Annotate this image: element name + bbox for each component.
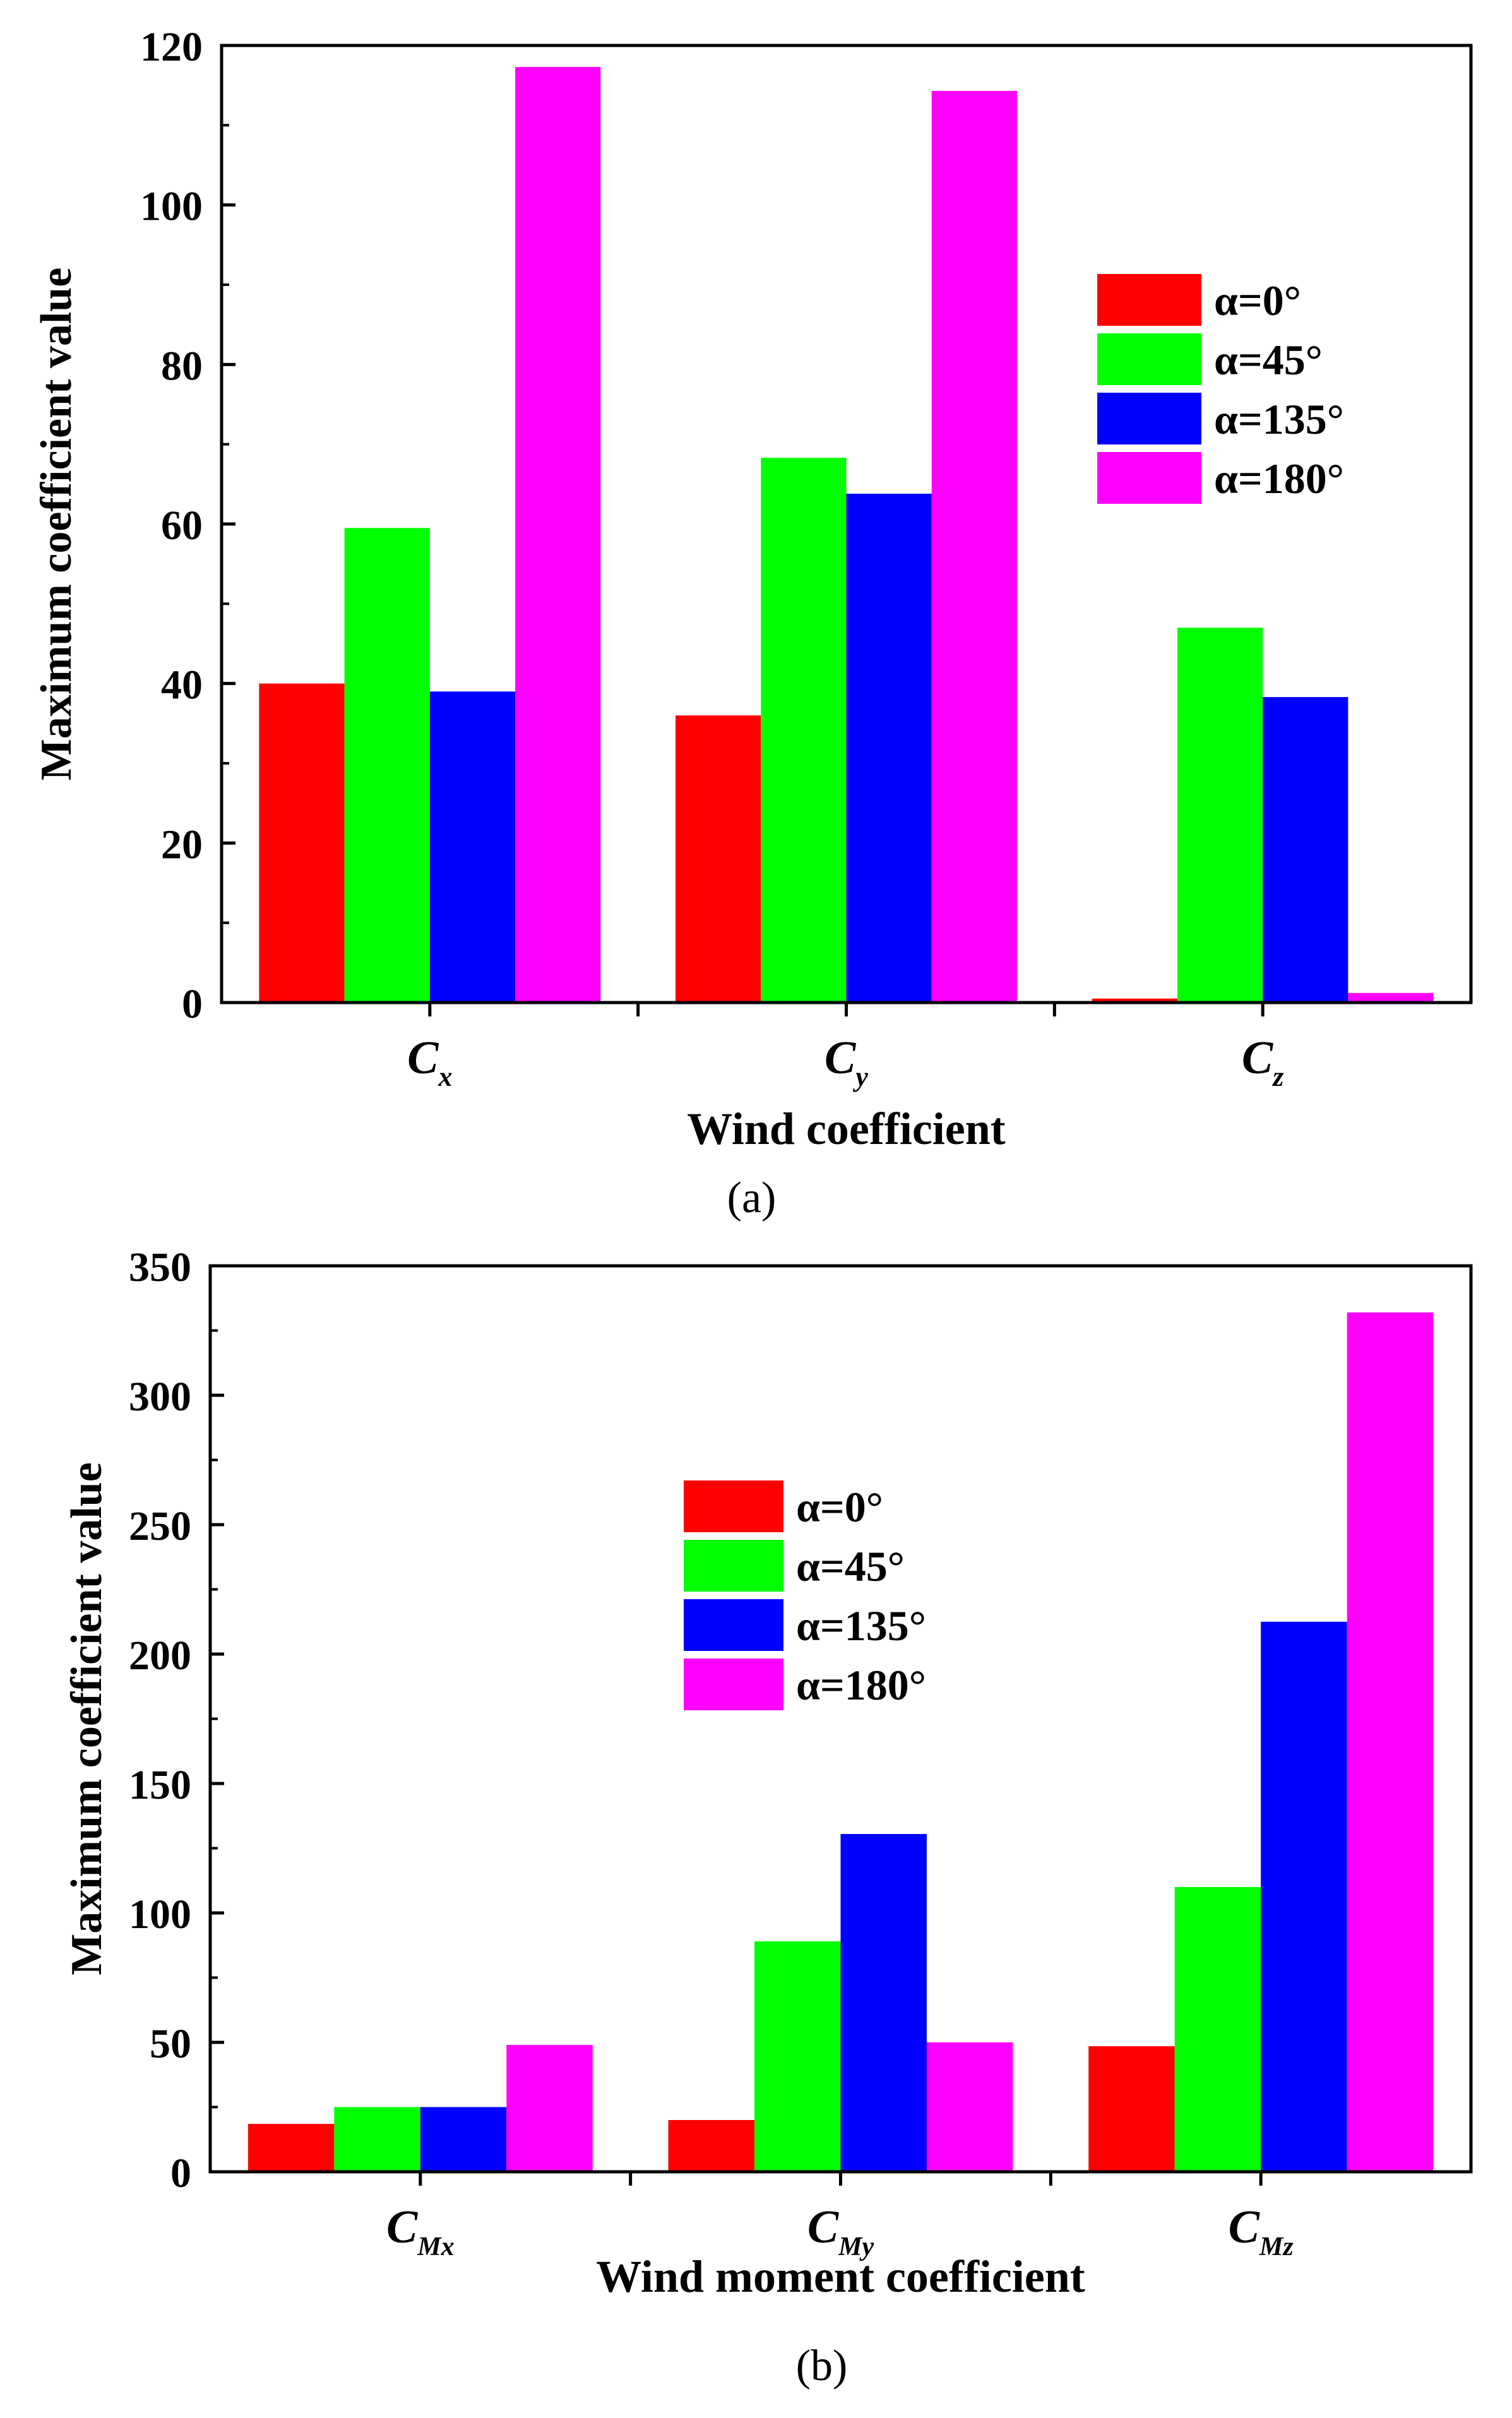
- bar-a-alpha45-cat3: [1177, 628, 1263, 1003]
- x-tick-label-main: C: [807, 2201, 840, 2253]
- legend-label-alpha45: α=45°: [1214, 336, 1323, 384]
- bar-b-alpha45-cat3: [1174, 1887, 1261, 2172]
- x-tick-label: CMz: [1229, 2201, 1294, 2261]
- x-tick-label-sub: y: [852, 1061, 868, 1092]
- y-tick-label: 120: [140, 24, 203, 70]
- legend-swatch-alpha135: [1097, 393, 1201, 444]
- bar-a-alpha135-cat1: [429, 691, 516, 1003]
- y-tick-label: 350: [129, 1244, 191, 1290]
- bar-b-alpha0-cat2: [668, 2120, 755, 2172]
- y-axis-label: Maximum coefficient value: [63, 1462, 111, 1975]
- bar-a-alpha0-cat1: [259, 683, 345, 1003]
- bar-b-alpha180-cat1: [506, 2045, 593, 2172]
- x-tick-label-sub: Mx: [417, 2232, 454, 2261]
- bar-a-alpha45-cat2: [761, 458, 847, 1003]
- y-tick-label: 0: [170, 2150, 191, 2196]
- legend-label-alpha180: α=180°: [796, 1661, 926, 1709]
- bar-b-alpha0-cat1: [247, 2124, 335, 2172]
- y-tick-label: 250: [129, 1503, 191, 1549]
- panel-label: (b): [796, 2342, 848, 2390]
- legend-label-alpha0: α=0°: [1214, 277, 1301, 325]
- legend-label-alpha0: α=0°: [796, 1483, 883, 1531]
- bar-b-alpha135-cat1: [420, 2107, 507, 2172]
- panel-label: (a): [727, 1174, 777, 1222]
- bar-a-alpha0-cat2: [676, 715, 761, 1003]
- bar-b-alpha135-cat3: [1261, 1621, 1347, 2172]
- y-tick-label: 100: [140, 184, 203, 230]
- bar-a-alpha0-cat3: [1092, 998, 1177, 1003]
- y-tick-label: 60: [161, 503, 203, 549]
- x-tick-label-sub: x: [438, 1061, 453, 1092]
- legend: α=0° α=45° α=135° α=180°: [1097, 274, 1344, 504]
- legend-label-alpha45: α=45°: [796, 1542, 905, 1590]
- bar-b-alpha180-cat2: [926, 2042, 1013, 2172]
- x-tick-label: Cy: [824, 1032, 868, 1092]
- bar-a-alpha180-cat1: [515, 67, 601, 1003]
- y-tick-label: 50: [150, 2021, 191, 2067]
- legend-swatch-alpha135: [684, 1599, 783, 1651]
- legend-swatch-alpha0: [1097, 274, 1201, 326]
- bar-b-alpha0-cat3: [1088, 2046, 1175, 2172]
- legend-swatch-alpha45: [684, 1540, 783, 1592]
- bar-a-alpha180-cat2: [931, 91, 1017, 1003]
- x-tick-label-main: C: [407, 1032, 439, 1084]
- y-tick-label: 0: [182, 981, 203, 1027]
- legend-label-alpha135: α=135°: [1214, 395, 1344, 443]
- bar-a-alpha45-cat1: [344, 528, 430, 1003]
- bar-b-alpha45-cat1: [334, 2107, 420, 2172]
- legend-label-alpha135: α=135°: [796, 1602, 926, 1650]
- bar-b-alpha45-cat2: [754, 1941, 841, 2172]
- y-tick-label: 100: [129, 1891, 191, 1938]
- legend: α=0° α=45° α=135° α=180°: [684, 1480, 926, 1710]
- legend-swatch-alpha45: [1097, 333, 1201, 385]
- bar-b-alpha180-cat3: [1347, 1312, 1434, 2172]
- legend-label-alpha180: α=180°: [1214, 455, 1344, 503]
- x-tick-label-main: C: [386, 2201, 419, 2253]
- y-tick-label: 20: [161, 821, 203, 867]
- x-axis-label: Wind moment coefficient: [596, 2251, 1085, 2302]
- y-tick-label: 200: [129, 1633, 191, 1679]
- x-tick-label-main: C: [1229, 2201, 1261, 2253]
- x-axis-label: Wind coefficient: [687, 1104, 1006, 1154]
- bar-a-alpha135-cat3: [1263, 697, 1348, 1003]
- x-tick-label: CMy: [807, 2201, 874, 2261]
- x-tick-label: CMx: [386, 2201, 455, 2261]
- y-tick-label: 40: [161, 662, 203, 708]
- x-tick-label: Cz: [1242, 1032, 1283, 1092]
- x-tick-label: Cx: [407, 1032, 452, 1092]
- x-tick-label-sub: z: [1271, 1061, 1283, 1092]
- y-tick-label: 300: [129, 1374, 191, 1420]
- x-tick-label-sub: My: [838, 2232, 874, 2261]
- legend-swatch-alpha180: [1097, 452, 1201, 504]
- legend-swatch-alpha0: [684, 1480, 783, 1532]
- y-tick-label: 80: [161, 343, 203, 389]
- y-tick-label: 150: [129, 1762, 191, 1808]
- legend-swatch-alpha180: [684, 1659, 783, 1710]
- bar-a-alpha135-cat2: [846, 493, 932, 1003]
- x-tick-label-main: C: [824, 1032, 857, 1084]
- bar-b-alpha135-cat2: [840, 1833, 927, 2172]
- bar-a-alpha180-cat3: [1348, 992, 1434, 1003]
- x-tick-label-main: C: [1242, 1032, 1274, 1084]
- x-tick-label-sub: Mz: [1259, 2232, 1294, 2261]
- y-axis-label: Maximum coefficient value: [32, 268, 81, 781]
